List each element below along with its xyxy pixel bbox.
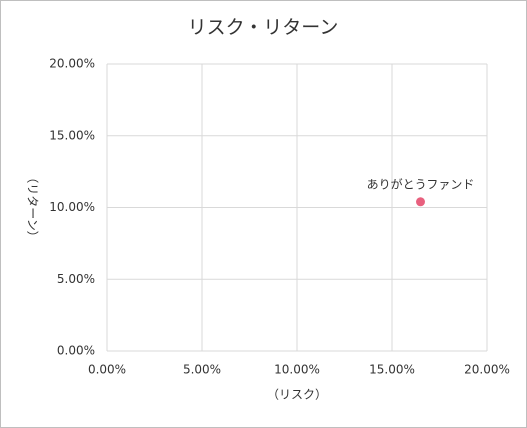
x-tick-label: 5.00% (183, 363, 221, 377)
y-tick-label: 10.00% (49, 200, 95, 214)
y-axis-label: （リターン） (26, 171, 40, 242)
point (416, 197, 425, 207)
x-tick-label: 15.00% (369, 363, 415, 377)
x-tick-label: 10.00% (274, 363, 320, 377)
x-tick-label: 20.00% (464, 363, 510, 377)
y-tick-label: 0.00% (57, 344, 95, 358)
chart-title: リスク・リターン (188, 17, 339, 39)
y-tick-label: 15.00% (49, 128, 95, 142)
x-tick-label: 0.00% (88, 363, 126, 377)
y-tick-label: 5.00% (57, 272, 95, 286)
point-label: ありがとうファンド (367, 176, 475, 191)
y-tick-label: 20.00% (49, 57, 95, 71)
x-axis-label: （リスク） (267, 388, 327, 402)
